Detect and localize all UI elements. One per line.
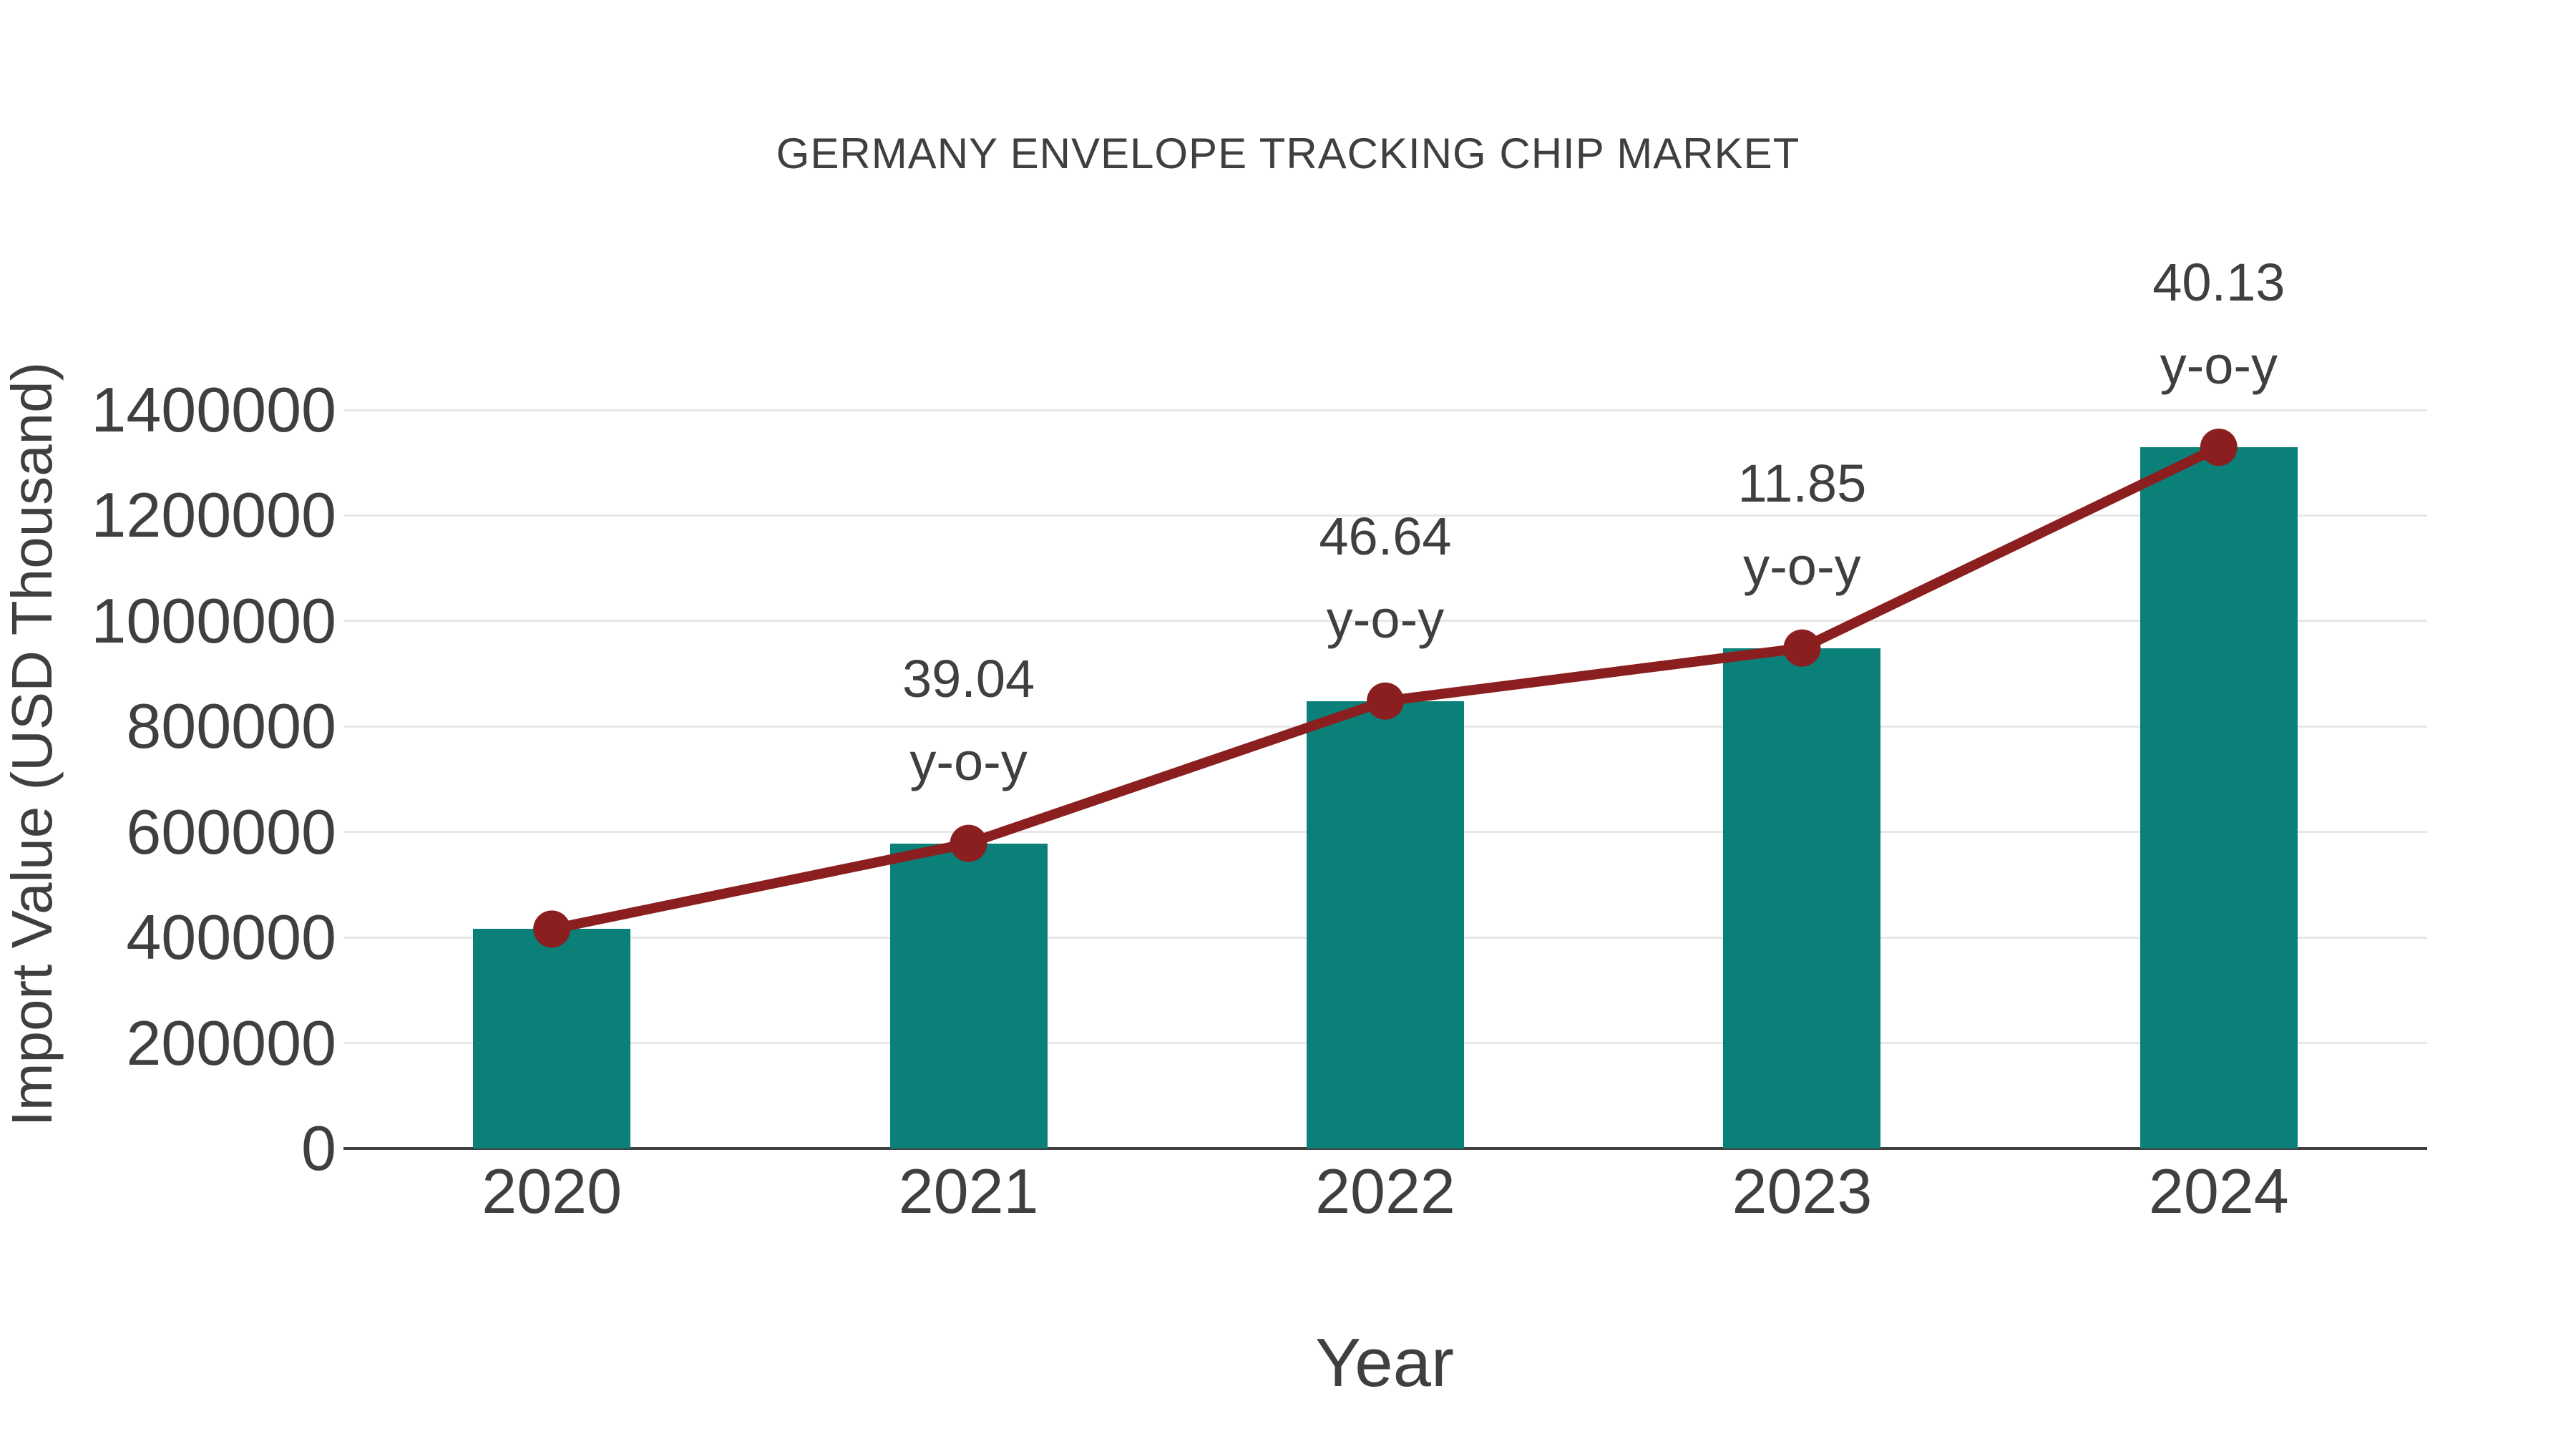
y-tick-label-800000: 800000 — [126, 691, 336, 762]
trend-point-2020 — [533, 910, 571, 948]
x-tick-label-2022: 2022 — [1315, 1156, 1455, 1226]
x-tick-label-2021: 2021 — [898, 1156, 1039, 1226]
y-tick-label-1400000: 1400000 — [91, 374, 336, 445]
chart-title: GERMANY ENVELOPE TRACKING CHIP MARKET — [776, 130, 1800, 177]
annotation-suffix-2023: y-o-y — [1743, 536, 1861, 596]
y-tick-label-600000: 600000 — [126, 796, 336, 867]
y-tick-label-1000000: 1000000 — [91, 585, 336, 656]
annotation-2022: 46.64 y-o-y — [1171, 495, 1600, 661]
annotation-2023: 11.85 y-o-y — [1587, 442, 2016, 608]
annotation-value-2022: 46.64 — [1319, 506, 1452, 566]
annotation-value-2021: 39.04 — [902, 648, 1035, 708]
x-tick-label-2020: 2020 — [482, 1156, 623, 1226]
y-tick-label-400000: 400000 — [126, 902, 336, 973]
y-tick-label-1200000: 1200000 — [91, 479, 336, 551]
bar-2020 — [473, 929, 631, 1148]
trend-point-2023 — [1783, 629, 1821, 667]
y-tick-label-0: 0 — [301, 1113, 336, 1184]
gridline-1200000 — [343, 514, 2427, 517]
y-tick-label-200000: 200000 — [126, 1007, 336, 1078]
bar-2022 — [1307, 701, 1464, 1148]
annotation-2024: 40.13 y-o-y — [2004, 241, 2434, 407]
trend-point-2022 — [1367, 682, 1404, 720]
trend-point-2024 — [2200, 429, 2238, 467]
annotation-suffix-2021: y-o-y — [909, 731, 1028, 791]
bar-2024 — [2140, 447, 2298, 1148]
gridline-1400000 — [343, 409, 2427, 411]
x-axis-title: Year — [1315, 1324, 1454, 1401]
trend-point-2021 — [950, 824, 987, 862]
x-tick-label-2023: 2023 — [1732, 1156, 1873, 1226]
gridline-1000000 — [343, 620, 2427, 623]
x-tick-label-2024: 2024 — [2148, 1156, 2289, 1226]
bar-2023 — [1723, 648, 1881, 1148]
annotation-2021: 39.04 y-o-y — [754, 638, 1184, 804]
annotation-value-2024: 40.13 — [2152, 253, 2285, 313]
annotation-suffix-2024: y-o-y — [2160, 336, 2278, 396]
x-axis-line — [343, 1147, 2427, 1150]
bar-2021 — [889, 843, 1048, 1148]
annotation-suffix-2022: y-o-y — [1326, 589, 1445, 649]
annotation-value-2023: 11.85 — [1737, 453, 1867, 513]
